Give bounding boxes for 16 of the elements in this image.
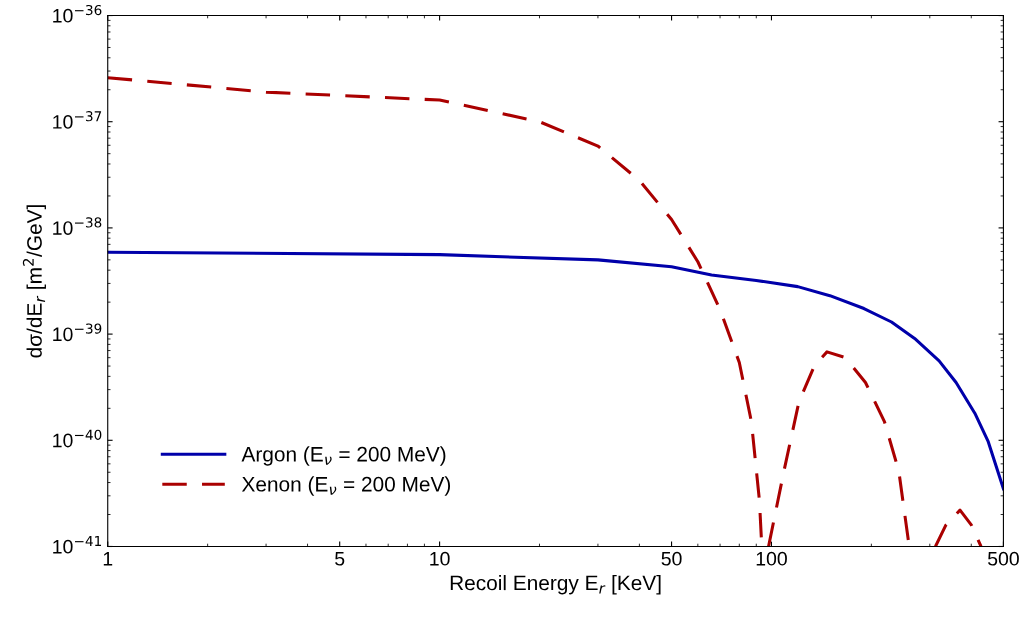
y-tick-label: 10$^{−39}$ bbox=[53, 323, 102, 342]
y-tick-label: 10$^{−36}$ bbox=[53, 4, 102, 23]
legend-label: Argon (E$_{ν}$ = 200 MeV) bbox=[241, 446, 446, 466]
x-tick-label: 10 bbox=[430, 551, 450, 566]
y-tick-label: 10$^{−38}$ bbox=[53, 217, 102, 235]
y-tick-label: 10$^{−40}$ bbox=[53, 429, 102, 448]
legend-label: Xenon (E$_{ν}$ = 200 MeV) bbox=[241, 476, 451, 496]
y-tick-label: 10$^{−41}$ bbox=[53, 536, 102, 554]
x-tick-label: 100 bbox=[756, 551, 787, 566]
y-tick-label: 10$^{−37}$ bbox=[53, 111, 102, 129]
x-tick-label: 1 bbox=[103, 552, 113, 566]
x-axis-title: Recoil Energy E$_{r}$ [KeV] bbox=[450, 575, 661, 595]
x-tick-label: 500 bbox=[987, 551, 1019, 566]
y-axis-title: dσ/dE$_{r}$ [m$^{2}$/GeV] bbox=[22, 205, 46, 358]
x-tick-label: 50 bbox=[661, 551, 682, 566]
x-tick-label: 5 bbox=[335, 552, 345, 566]
